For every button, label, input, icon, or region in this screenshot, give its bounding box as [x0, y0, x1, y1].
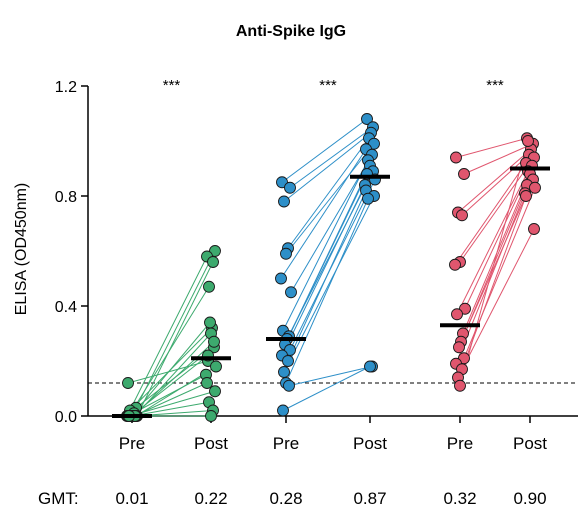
- pre-point: [285, 286, 297, 299]
- post-point: [207, 256, 219, 268]
- pair-line: [282, 160, 369, 331]
- pair-line: [288, 366, 373, 387]
- pair-line: [129, 390, 216, 417]
- chart-title: Anti-Spike IgG: [236, 23, 346, 40]
- pair-line: [280, 148, 367, 279]
- pair-line: [463, 143, 534, 175]
- pre-point: [283, 379, 295, 392]
- x-category-label-post: Post: [353, 434, 387, 453]
- pair-line: [128, 286, 210, 417]
- significance-label: ***: [319, 77, 337, 94]
- x-category-label-post: Post: [513, 434, 547, 453]
- pre-point: [122, 377, 134, 389]
- pre-point: [284, 181, 296, 194]
- pair-line: [131, 401, 210, 417]
- significance-label: ***: [486, 77, 504, 94]
- significance-label: ***: [163, 77, 181, 94]
- gmt-value-pre: 0.28: [269, 489, 302, 508]
- gmt-label: GMT:: [38, 489, 79, 508]
- post-point: [205, 410, 217, 422]
- post-point: [362, 192, 374, 205]
- gmt-value-pre: 0.01: [115, 489, 148, 508]
- x-category-label-pre: Pre: [119, 434, 145, 453]
- post-point: [209, 385, 221, 398]
- gmt-value-post: 0.90: [513, 489, 546, 508]
- post-point: [204, 316, 216, 329]
- y-tick-label: 0.4: [55, 299, 77, 316]
- plot-area: 0.0 0.4 0.8 1.2 *** Pre Post 0.01 0.22 *** Pre Post…: [55, 77, 578, 508]
- pair-line: [455, 137, 528, 158]
- gmt-value-pre: 0.32: [443, 489, 476, 508]
- pre-point: [275, 272, 287, 285]
- pre-point: [278, 195, 290, 208]
- pair-line: [285, 198, 369, 384]
- x-category-label-post: Post: [194, 434, 228, 453]
- pre-point: [280, 247, 292, 260]
- pair-line: [282, 366, 371, 411]
- pair-line: [136, 261, 214, 417]
- pair-line: [457, 228, 535, 378]
- pre-point: [454, 379, 466, 392]
- pair-line: [133, 322, 211, 414]
- y-axis-label: ELISA (OD450nm): [13, 183, 30, 316]
- pre-point: [278, 366, 290, 378]
- y-tick-label: 0.0: [55, 409, 77, 426]
- post-point: [203, 280, 215, 293]
- pre-point: [453, 341, 465, 354]
- pre-point: [458, 168, 470, 180]
- x-category-label-pre: Pre: [447, 434, 473, 453]
- pair-line: [289, 126, 374, 189]
- post-point: [529, 181, 541, 194]
- gmt-value-post: 0.87: [353, 489, 386, 508]
- pair-line: [133, 382, 208, 417]
- pair-line: [285, 143, 375, 255]
- y-tick-label: 1.2: [55, 79, 77, 96]
- pre-point: [449, 258, 461, 271]
- post-point: [364, 360, 376, 373]
- pre-point: [450, 151, 462, 164]
- post-point: [522, 135, 534, 147]
- pair-line: [457, 148, 532, 213]
- y-tick-label: 0.8: [55, 189, 77, 206]
- pair-line: [130, 355, 209, 417]
- pair-line: [454, 162, 527, 266]
- pair-line: [456, 171, 529, 315]
- pair-line: [459, 140, 529, 386]
- post-point: [210, 360, 222, 373]
- pair-line: [459, 157, 535, 263]
- pair-line: [287, 137, 370, 249]
- pre-point: [277, 404, 289, 417]
- post-point: [208, 335, 220, 348]
- pair-line: [281, 118, 368, 183]
- pre-point: [282, 355, 294, 367]
- pair-line: [284, 173, 368, 345]
- post-point: [528, 223, 540, 235]
- pair-line: [287, 190, 367, 362]
- x-category-label-pre: Pre: [273, 434, 299, 453]
- pair-line: [283, 132, 372, 202]
- pair-line: [281, 184, 366, 356]
- pre-point: [456, 209, 468, 222]
- post-point: [520, 190, 532, 202]
- gmt-value-post: 0.22: [194, 489, 227, 508]
- pair-line: [461, 154, 530, 216]
- pair-line: [126, 256, 208, 417]
- pair-line: [283, 195, 375, 373]
- post-point: [361, 113, 373, 125]
- pre-point: [451, 308, 463, 321]
- post-point: [201, 377, 213, 389]
